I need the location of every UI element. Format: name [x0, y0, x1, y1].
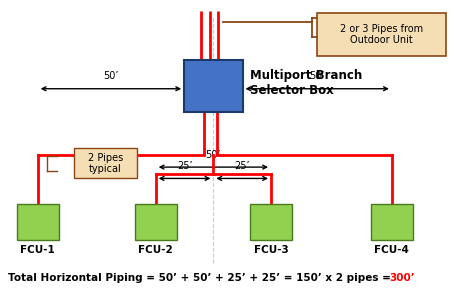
Text: 300’: 300’ — [389, 273, 415, 282]
Text: 25’: 25’ — [234, 161, 250, 171]
Bar — [317, 13, 446, 56]
Bar — [371, 204, 412, 240]
Text: FCU-3: FCU-3 — [254, 245, 288, 255]
Text: 50’: 50’ — [310, 71, 325, 81]
Text: FCU-1: FCU-1 — [20, 245, 55, 255]
Bar — [17, 204, 58, 240]
Bar — [73, 148, 137, 178]
Bar — [184, 60, 243, 112]
Text: 2 Pipes
typical: 2 Pipes typical — [88, 153, 123, 174]
Text: FCU-4: FCU-4 — [374, 245, 409, 255]
Text: Multiport Branch
Selector Box: Multiport Branch Selector Box — [250, 69, 363, 97]
Text: 2 or 3 Pipes from
Outdoor Unit: 2 or 3 Pipes from Outdoor Unit — [340, 24, 423, 45]
Text: 50’: 50’ — [206, 150, 221, 160]
Text: Total Horizontal Piping = 50’ + 50’ + 25’ + 25’ = 150’ x 2 pipes =: Total Horizontal Piping = 50’ + 50’ + 25… — [8, 273, 394, 282]
Text: 50’: 50’ — [103, 71, 118, 81]
Text: 25’: 25’ — [177, 161, 192, 171]
Text: FCU-2: FCU-2 — [138, 245, 173, 255]
Bar — [135, 204, 176, 240]
Bar — [250, 204, 292, 240]
